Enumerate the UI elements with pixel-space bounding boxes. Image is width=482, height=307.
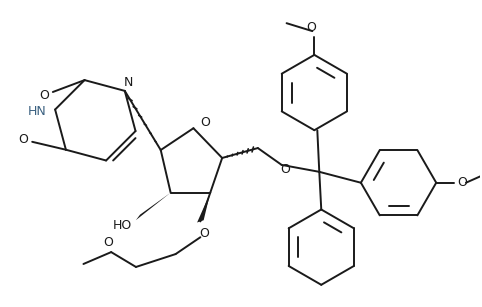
Text: O: O [39, 89, 49, 103]
Text: HO: HO [112, 219, 132, 232]
Polygon shape [197, 193, 210, 223]
Text: N: N [124, 76, 134, 89]
Text: O: O [103, 236, 113, 249]
Text: O: O [457, 176, 467, 189]
Text: O: O [18, 133, 28, 146]
Text: O: O [281, 163, 291, 176]
Polygon shape [136, 193, 171, 220]
Text: O: O [201, 116, 210, 129]
Text: O: O [200, 227, 209, 240]
Text: HN: HN [28, 105, 47, 118]
Text: O: O [307, 21, 316, 34]
